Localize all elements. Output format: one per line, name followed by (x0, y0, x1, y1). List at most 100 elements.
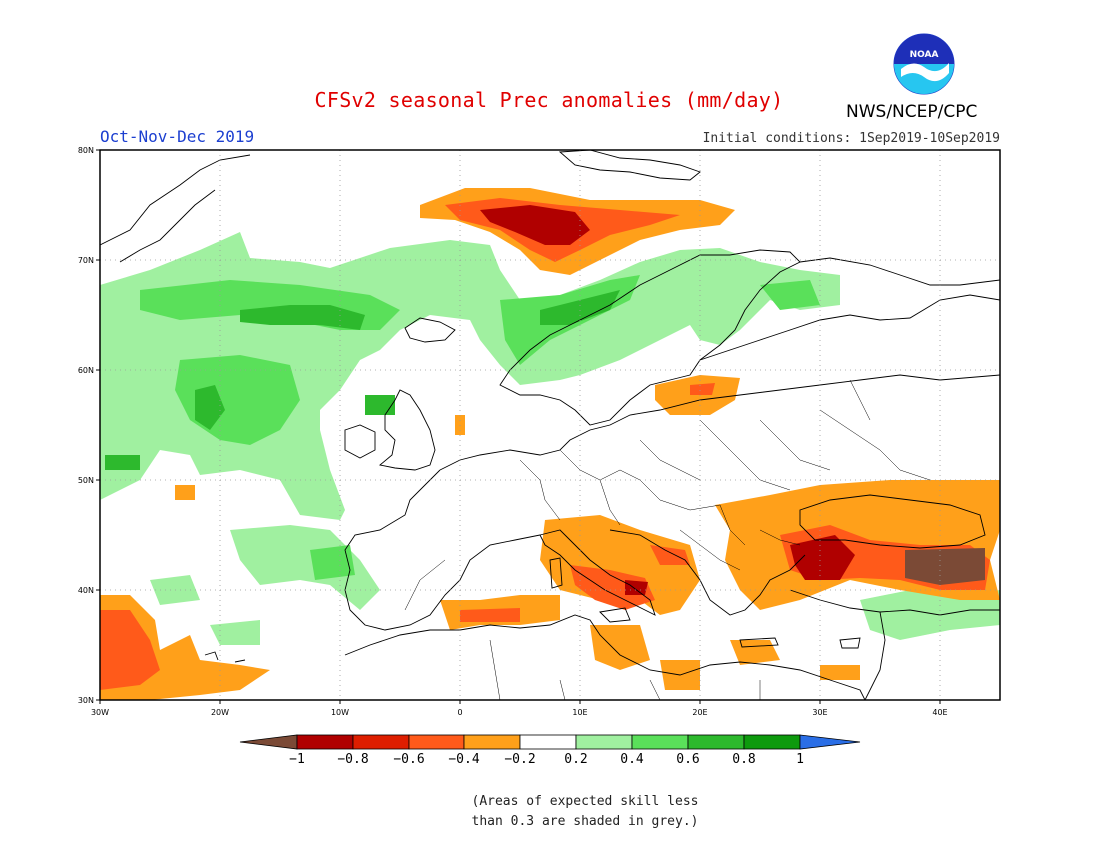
coast-italy (539, 529, 656, 616)
color-legend (239, 734, 861, 750)
lat-label: 80N (78, 146, 94, 155)
coast-britain (378, 389, 436, 471)
border-3 (679, 504, 801, 571)
legend-label: 0.2 (564, 752, 587, 767)
legend-swatch (408, 734, 465, 750)
latitude-labels: 80N 70N 60N 50N 40N 30N (78, 146, 94, 705)
legend-swatch (575, 734, 633, 750)
lon-label: 40E (932, 708, 947, 717)
footnote-line-2: than 0.3 are shaded in grey.) (471, 814, 699, 829)
coast-turkey-south (789, 589, 1000, 616)
legend-swatch (743, 734, 801, 750)
anomaly-shading (100, 188, 1000, 700)
longitude-labels: 30W 20W 10W 0 10E 20E 30E 40E (91, 708, 948, 717)
noaa-logo: NOAA (893, 33, 955, 95)
legend-arrow-left (239, 734, 298, 750)
lon-label: 0 (457, 708, 462, 717)
legend-swatch (631, 734, 689, 750)
map-title: CFSv2 seasonal Prec anomalies (mm/day) (314, 88, 784, 112)
green-region-morocco (210, 620, 260, 645)
red-region-spain (460, 608, 520, 622)
agency-label: NWS/NCEP/CPC (846, 102, 978, 122)
graticule (100, 150, 1000, 700)
lat-label: 60N (78, 366, 94, 375)
coast-europe-west (439, 374, 1000, 471)
mid-green-region-4 (760, 280, 820, 310)
coast-canaries (204, 651, 246, 663)
coast-svalbard (558, 150, 701, 181)
orange-region-levant (820, 665, 860, 680)
border-4 (819, 379, 931, 481)
dark-green-region-1 (240, 305, 365, 330)
mid-green-region-5 (310, 545, 355, 580)
lon-label: 20W (211, 708, 229, 717)
legend-labels: −1 −0.8 −0.6 −0.4 −0.2 0.2 0.4 0.6 0.8 1 (289, 752, 804, 767)
coastlines (100, 150, 1000, 700)
legend-swatch (687, 734, 745, 750)
legend-label: 0.8 (732, 752, 755, 767)
lat-label: 40N (78, 586, 94, 595)
red-region-adriatic (650, 545, 690, 565)
coast-crete (739, 637, 779, 648)
logo-text: NOAA (910, 50, 939, 60)
darkred-region-italy (625, 580, 648, 595)
skill-footnote: (Areas of expected skill less than 0.3 a… (0, 792, 1100, 832)
border-2 (639, 419, 831, 491)
green-region-iberia (230, 525, 380, 610)
brown-region-turkey (905, 548, 985, 585)
legend-label: −0.8 (337, 752, 368, 767)
map-frame (99, 149, 1001, 701)
coast-kola (799, 257, 1000, 286)
coast-scandinavia (499, 249, 801, 426)
lon-label: 10W (331, 708, 349, 717)
orange-region-azores (175, 485, 195, 500)
legend-label: 0.4 (620, 752, 644, 767)
coast-france-iberia (344, 469, 541, 631)
legend-label: 1 (796, 752, 804, 767)
coast-sardinia (549, 557, 563, 589)
orange-region-tunisia (590, 625, 650, 670)
orange-region-greece (730, 640, 780, 665)
legend-swatch (463, 734, 521, 750)
coast-levant (864, 611, 886, 700)
darkred-region-turkey (790, 535, 855, 580)
lon-label: 10E (572, 708, 587, 717)
red-region-baltic (690, 383, 715, 395)
lat-label: 70N (78, 256, 94, 265)
legend-label: −1 (289, 752, 305, 767)
lon-label: 30E (812, 708, 827, 717)
legend-label: −0.4 (448, 752, 479, 767)
legend-swatch (519, 734, 577, 750)
lon-label: 20E (692, 708, 707, 717)
lon-label: 30W (91, 708, 109, 717)
legend-label: −0.6 (393, 752, 424, 767)
legend-swatch (352, 734, 410, 750)
green-region-turkey (860, 590, 1000, 640)
dark-green-region-4 (105, 455, 140, 470)
legend-label: −0.2 (504, 752, 535, 767)
legend-arrow-right (799, 734, 861, 750)
footnote-line-1: (Areas of expected skill less (471, 794, 699, 809)
coast-ireland (344, 424, 376, 459)
legend-label: 0.6 (676, 752, 699, 767)
border-5 (404, 559, 761, 700)
coast-finland-russia (699, 294, 1000, 361)
coast-north-africa (344, 614, 866, 700)
lat-label: 50N (78, 476, 94, 485)
initial-conditions: Initial conditions: 1Sep2019-10Sep2019 (702, 131, 1000, 146)
dark-green-region-3 (540, 290, 620, 325)
dark-green-region-5 (365, 395, 395, 415)
coast-cyprus (839, 637, 861, 649)
red-region-italy (570, 565, 655, 610)
axis-ticks (96, 149, 941, 704)
border-1 (519, 449, 721, 526)
coast-balkans (609, 529, 806, 616)
dark-green-region-2 (195, 385, 225, 430)
coast-sicily (599, 607, 631, 623)
forecast-period: Oct-Nov-Dec 2019 (100, 127, 255, 146)
coast-iceland (404, 317, 456, 343)
legend-swatch (296, 734, 354, 750)
red-region-canaries (100, 610, 160, 690)
darkred-region-barents (480, 205, 590, 245)
